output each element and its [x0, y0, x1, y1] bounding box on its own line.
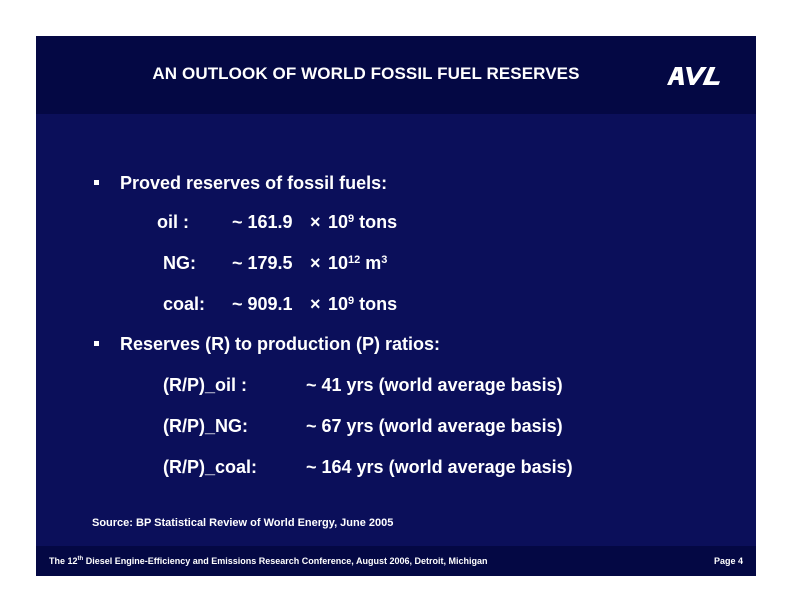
page-number: Page 4 [713, 556, 743, 566]
slide-title: AN OUTLOOK OF WORLD FOSSIL FUEL RESERVES [152, 64, 580, 83]
reserve-approx: ~ 179.5 [232, 253, 293, 273]
bullet-square-icon [94, 341, 99, 346]
reserve-label: coal: [163, 294, 206, 314]
reserve-magnitude: 109 tons [328, 294, 398, 314]
ratio-label: (R/P)_coal: [163, 457, 258, 477]
reserve-times: × [310, 212, 321, 232]
bullet-text: Reserves (R) to production (P) ratios: [120, 334, 441, 354]
reserve-approx: ~ 161.9 [232, 212, 293, 232]
reserve-times: × [310, 294, 321, 314]
bullet-square-icon [94, 180, 99, 185]
slide-header: AN OUTLOOK OF WORLD FOSSIL FUEL RESERVES [36, 36, 756, 114]
reserve-label: oil : [157, 212, 189, 232]
ratio-label: (R/P)_NG: [163, 416, 248, 436]
reserve-magnitude: 1012 m3 [328, 253, 388, 273]
reserve-times: × [310, 253, 321, 273]
avl-logo [663, 67, 720, 86]
reserve-label: NG: [163, 253, 196, 273]
ratio-value: ~ 41 yrs (world average basis) [306, 375, 563, 395]
bullet-text: Proved reserves of fossil fuels: [120, 173, 388, 193]
source-note: Source: BP Statistical Review of World E… [92, 517, 394, 529]
ratio-label: (R/P)_oil : [163, 375, 247, 395]
conference-info: The 12th Diesel Engine-Efficiency and Em… [49, 556, 488, 566]
slide: AN OUTLOOK OF WORLD FOSSIL FUEL RESERVES… [36, 36, 756, 576]
ratio-value: ~ 164 yrs (world average basis) [306, 457, 573, 477]
reserve-approx: ~ 909.1 [232, 294, 293, 314]
slide-footer: The 12th Diesel Engine-Efficiency and Em… [36, 546, 756, 576]
reserve-magnitude: 109 tons [328, 212, 398, 232]
ratio-value: ~ 67 yrs (world average basis) [306, 416, 563, 436]
